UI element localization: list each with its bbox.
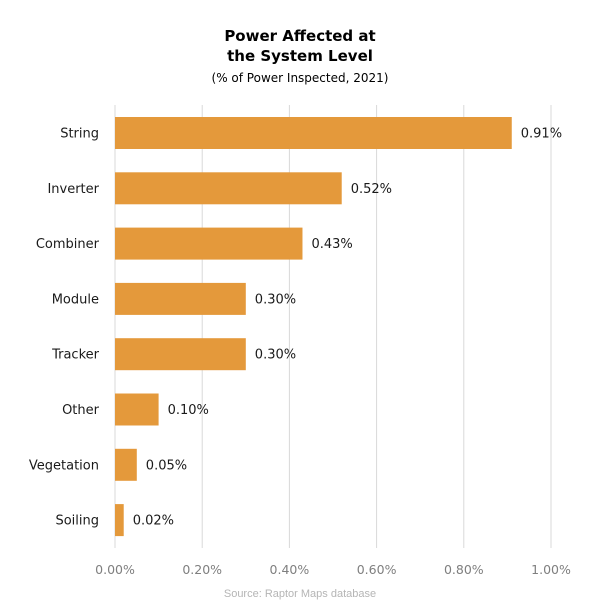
category-label: Soiling: [55, 514, 99, 529]
chart-title: Power Affected at the System Level: [0, 26, 600, 66]
x-tick-label: 0.60%: [357, 562, 397, 577]
x-tick-label: 0.20%: [182, 562, 222, 577]
category-label: Tracker: [51, 348, 100, 363]
bar-module: [115, 282, 246, 315]
category-label: Other: [62, 403, 100, 418]
category-label: String: [60, 127, 99, 142]
chart-title-line-2: the System Level: [227, 47, 373, 65]
value-label: 0.91%: [521, 127, 562, 142]
value-label: 0.10%: [168, 403, 209, 418]
source-note: Source: Raptor Maps database: [223, 588, 377, 600]
bar-tracker: [115, 338, 246, 371]
category-label: Combiner: [36, 237, 100, 252]
x-axis-tick-labels: 0.00% 0.20% 0.40% 0.60% 0.80% 1.00%: [95, 562, 571, 577]
category-label: Inverter: [47, 182, 99, 197]
x-tick-label: 1.00%: [531, 562, 571, 577]
category-label: Vegetation: [29, 458, 99, 473]
bar-soiling: [115, 504, 124, 537]
bar-vegetation: [115, 448, 137, 481]
x-tick-label: 0.00%: [95, 562, 135, 577]
value-label: 0.02%: [133, 514, 174, 529]
chart-title-line-1: Power Affected at: [224, 27, 376, 45]
category-label: Module: [52, 292, 99, 307]
bars: String 0.91% Inverter 0.52% Combiner 0.43% Mod…: [29, 117, 562, 537]
value-label: 0.52%: [351, 182, 392, 197]
value-label: 0.05%: [146, 458, 187, 473]
bar-string: [115, 117, 512, 149]
x-tick-label: 0.40%: [270, 562, 310, 577]
value-label: 0.43%: [311, 237, 352, 252]
value-label: 0.30%: [255, 292, 296, 307]
x-tick-label: 0.80%: [444, 562, 484, 577]
chart-subtitle: (% of Power Inspected, 2021): [211, 71, 389, 85]
bar-other: [115, 393, 159, 426]
gridlines: [114, 105, 552, 548]
value-label: 0.30%: [255, 348, 296, 363]
bar-inverter: [115, 172, 342, 205]
bar-combiner: [115, 227, 303, 260]
